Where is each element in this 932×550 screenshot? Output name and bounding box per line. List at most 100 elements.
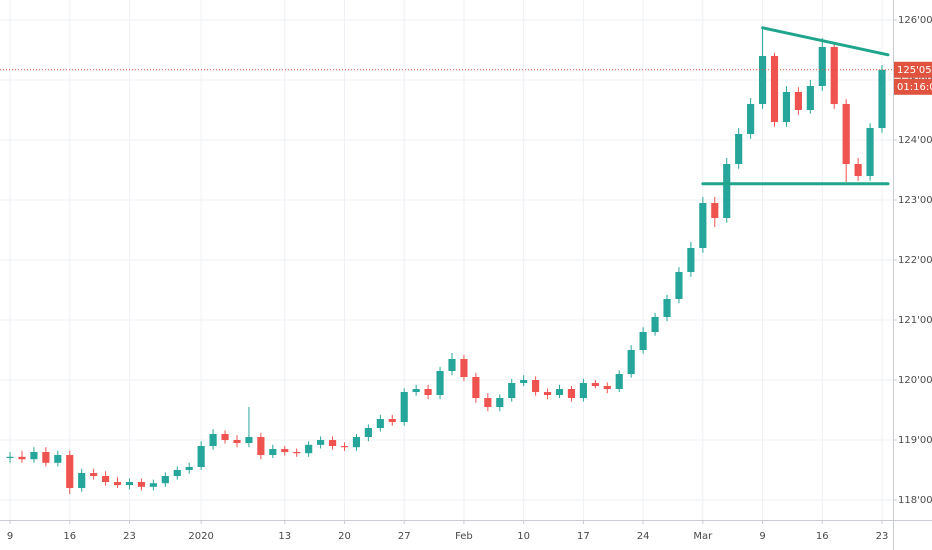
x-tick-label: 2020 (188, 531, 213, 542)
grid (0, 0, 893, 520)
x-tick-label: 13 (278, 531, 291, 542)
x-tick-label: 23 (123, 531, 136, 542)
candle-body (221, 434, 229, 441)
candle-body (866, 127, 874, 176)
candle-body (758, 55, 767, 104)
y-tick-label: 118'000 (898, 495, 932, 506)
candle-body (436, 371, 444, 396)
x-tick-label: Mar (693, 531, 713, 542)
candle-body (54, 455, 62, 463)
countdown-label: 01:16:09 (897, 82, 932, 93)
plot-area (0, 26, 893, 495)
candle-body (627, 350, 635, 375)
candle-body (878, 69, 886, 128)
candle-body (305, 444, 313, 454)
y-tick-label: 126'000 (898, 15, 932, 26)
candle-body (400, 392, 408, 423)
candle-body (567, 389, 576, 399)
candle-body (579, 383, 587, 399)
x-tick-label: 10 (517, 531, 530, 542)
candle-body (472, 377, 480, 399)
candle-body (603, 386, 611, 390)
candle-body (233, 440, 241, 444)
x-tick-label: 16 (63, 531, 76, 542)
candle-body (90, 473, 98, 477)
candle-body (317, 440, 325, 445)
candle-body (651, 317, 659, 333)
candle-body (412, 389, 420, 393)
candle-body (66, 455, 74, 489)
candle-body (448, 359, 456, 372)
candle-body (125, 482, 134, 486)
countdown-box (894, 78, 932, 95)
candle-body (723, 163, 731, 218)
candle-body (496, 398, 504, 408)
x-tick-label: 20 (338, 531, 351, 542)
candle-body (699, 202, 707, 248)
y-tick-label: 121'000 (898, 315, 932, 326)
candle-body (794, 91, 802, 110)
candle-body (424, 389, 432, 396)
x-tick-label: 24 (637, 531, 650, 542)
x-tick-label: 9 (759, 531, 765, 542)
candle-body (663, 299, 671, 318)
candle-body (364, 428, 372, 438)
candle-body (197, 446, 205, 468)
candle-body (137, 482, 146, 487)
candle-body (245, 437, 253, 444)
candle-body (806, 85, 814, 110)
candle-body (484, 398, 492, 408)
candle-body (675, 272, 683, 300)
candle-body (257, 437, 265, 456)
candle-body (735, 133, 743, 164)
axes: 118'000 119'000 120'000 121'000 122'000 123'0… (7, 15, 932, 542)
x-tick-label: 27 (398, 531, 411, 542)
candle-body (747, 103, 755, 134)
candle-body (842, 103, 850, 164)
y-tick-label: 124'000 (898, 135, 932, 146)
candle-body (615, 374, 623, 390)
candle-body (209, 434, 217, 447)
candle-body (113, 482, 122, 486)
candle-body (508, 383, 516, 399)
candle-body (818, 46, 826, 86)
candle-body (173, 470, 181, 477)
candle-body (185, 467, 193, 471)
candle-body (269, 449, 277, 456)
candle-body (293, 452, 301, 454)
candle-body (520, 380, 528, 384)
candle-body (78, 473, 86, 489)
y-tick-label: 123'000 (898, 195, 932, 206)
candle-body (532, 380, 540, 393)
candle-body (830, 46, 838, 104)
y-tick-label: 120'000 (898, 375, 932, 386)
candle-body (388, 419, 396, 423)
candle-body (30, 452, 38, 460)
candle-body (770, 55, 779, 122)
candle-body (639, 332, 647, 351)
x-tick-label: 17 (577, 531, 590, 542)
candle-body (854, 163, 862, 176)
candle-body (6, 456, 14, 459)
last-price-label: 125'05'5 (897, 65, 932, 76)
candle-body (149, 483, 157, 487)
candle-body (340, 446, 349, 448)
x-tick-label: Feb (455, 531, 473, 542)
candle-body (42, 452, 50, 463)
candle-body (376, 419, 384, 429)
candle-body (161, 476, 169, 484)
y-tick-label: 122'000 (898, 255, 932, 266)
candle-body (711, 202, 719, 218)
candle-body (782, 91, 791, 122)
candle-body (687, 247, 695, 273)
x-tick-label: 16 (816, 531, 829, 542)
candle-body (543, 392, 552, 396)
last-price-box (894, 61, 932, 78)
candle-body (281, 449, 289, 453)
candle-body (328, 440, 337, 447)
y-tick-label: 119'000 (898, 435, 932, 446)
x-tick-label: 23 (876, 531, 889, 542)
x-tick-label: 9 (7, 531, 13, 542)
